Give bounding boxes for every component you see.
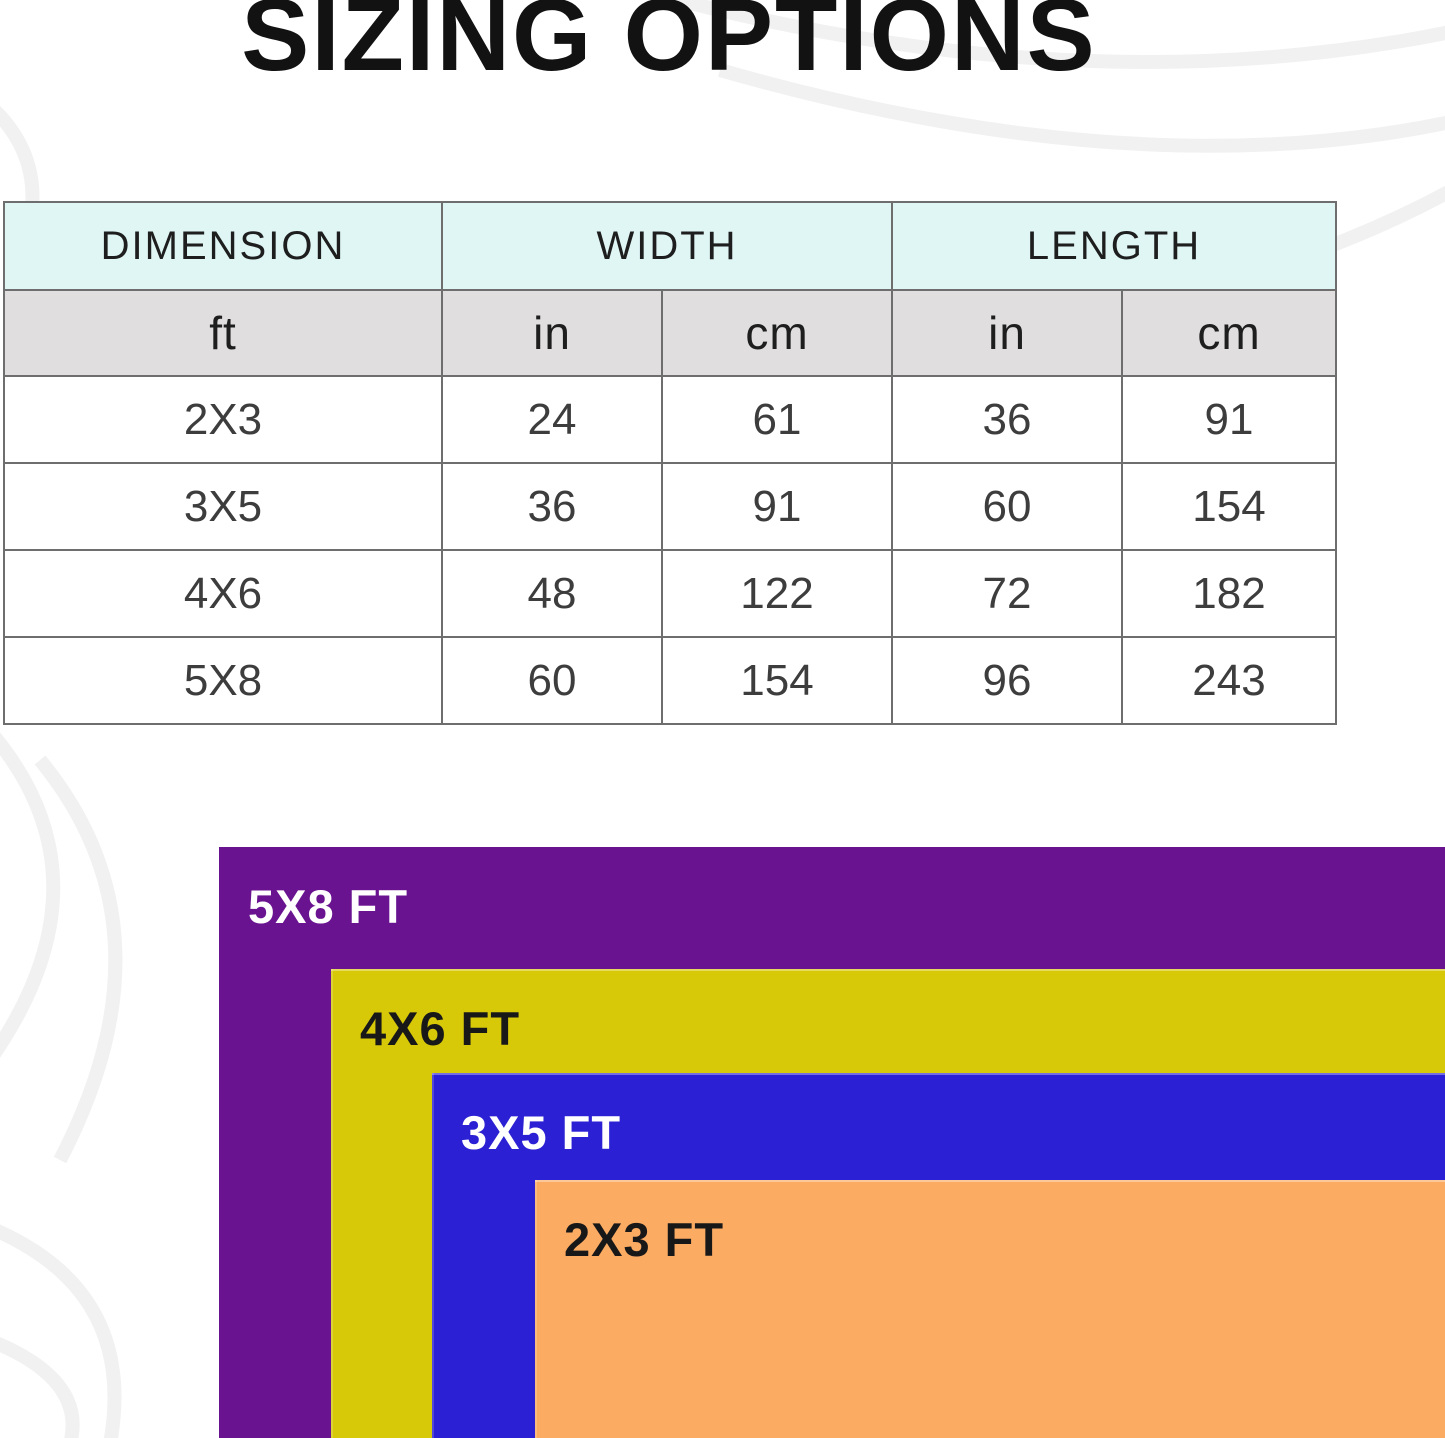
cell-length-in: 72 [891,549,1124,638]
unit-length-in: in [891,289,1124,377]
cell-width-in: 48 [441,549,663,638]
table-row-4x6: 4X6 48 122 72 182 [3,549,1338,638]
column-header-width: WIDTH [440,201,894,291]
unit-dimension-ft: ft [3,289,443,377]
size-rect-4x6-label: 4X6 FT [360,1002,521,1055]
sizing-table: DIMENSION WIDTH LENGTH ft in cm in cm 2X… [3,201,1338,725]
cell-width-cm: 122 [660,549,894,638]
cell-length-cm: 154 [1121,462,1338,551]
table-row-2x3: 2X3 24 61 36 91 [3,375,1338,464]
cell-dimension: 5X8 [3,636,443,725]
page-title: SIZING OPTIONS [241,0,1097,92]
cell-width-cm: 91 [660,462,894,551]
size-rect-3x5-label: 3X5 FT [461,1106,622,1159]
cell-length-in: 36 [891,375,1124,464]
unit-width-in: in [441,289,663,377]
cell-width-in: 36 [441,462,663,551]
cell-dimension: 4X6 [3,549,443,638]
cell-length-cm: 243 [1121,636,1338,725]
cell-width-cm: 61 [660,375,894,464]
cell-dimension: 2X3 [3,375,443,464]
cell-length-cm: 182 [1121,549,1338,638]
cell-length-cm: 91 [1121,375,1338,464]
cell-dimension: 3X5 [3,462,443,551]
table-units-row: ft in cm in cm [3,289,1338,377]
size-rect-2x3: 2X3 FT [535,1180,1445,1438]
cell-length-in: 60 [891,462,1124,551]
table-row-3x5: 3X5 36 91 60 154 [3,462,1338,551]
cell-width-in: 24 [441,375,663,464]
cell-length-in: 96 [891,636,1124,725]
table-row-5x8: 5X8 60 154 96 243 [3,636,1338,725]
column-header-length: LENGTH [891,201,1338,291]
unit-length-cm: cm [1121,289,1338,377]
size-rect-2x3-label: 2X3 FT [564,1213,725,1266]
column-header-dimension: DIMENSION [3,201,443,291]
cell-width-cm: 154 [660,636,894,725]
table-header-row: DIMENSION WIDTH LENGTH [3,201,1338,291]
size-rect-5x8-label: 5X8 FT [248,880,409,933]
cell-width-in: 60 [441,636,663,725]
unit-width-cm: cm [660,289,894,377]
